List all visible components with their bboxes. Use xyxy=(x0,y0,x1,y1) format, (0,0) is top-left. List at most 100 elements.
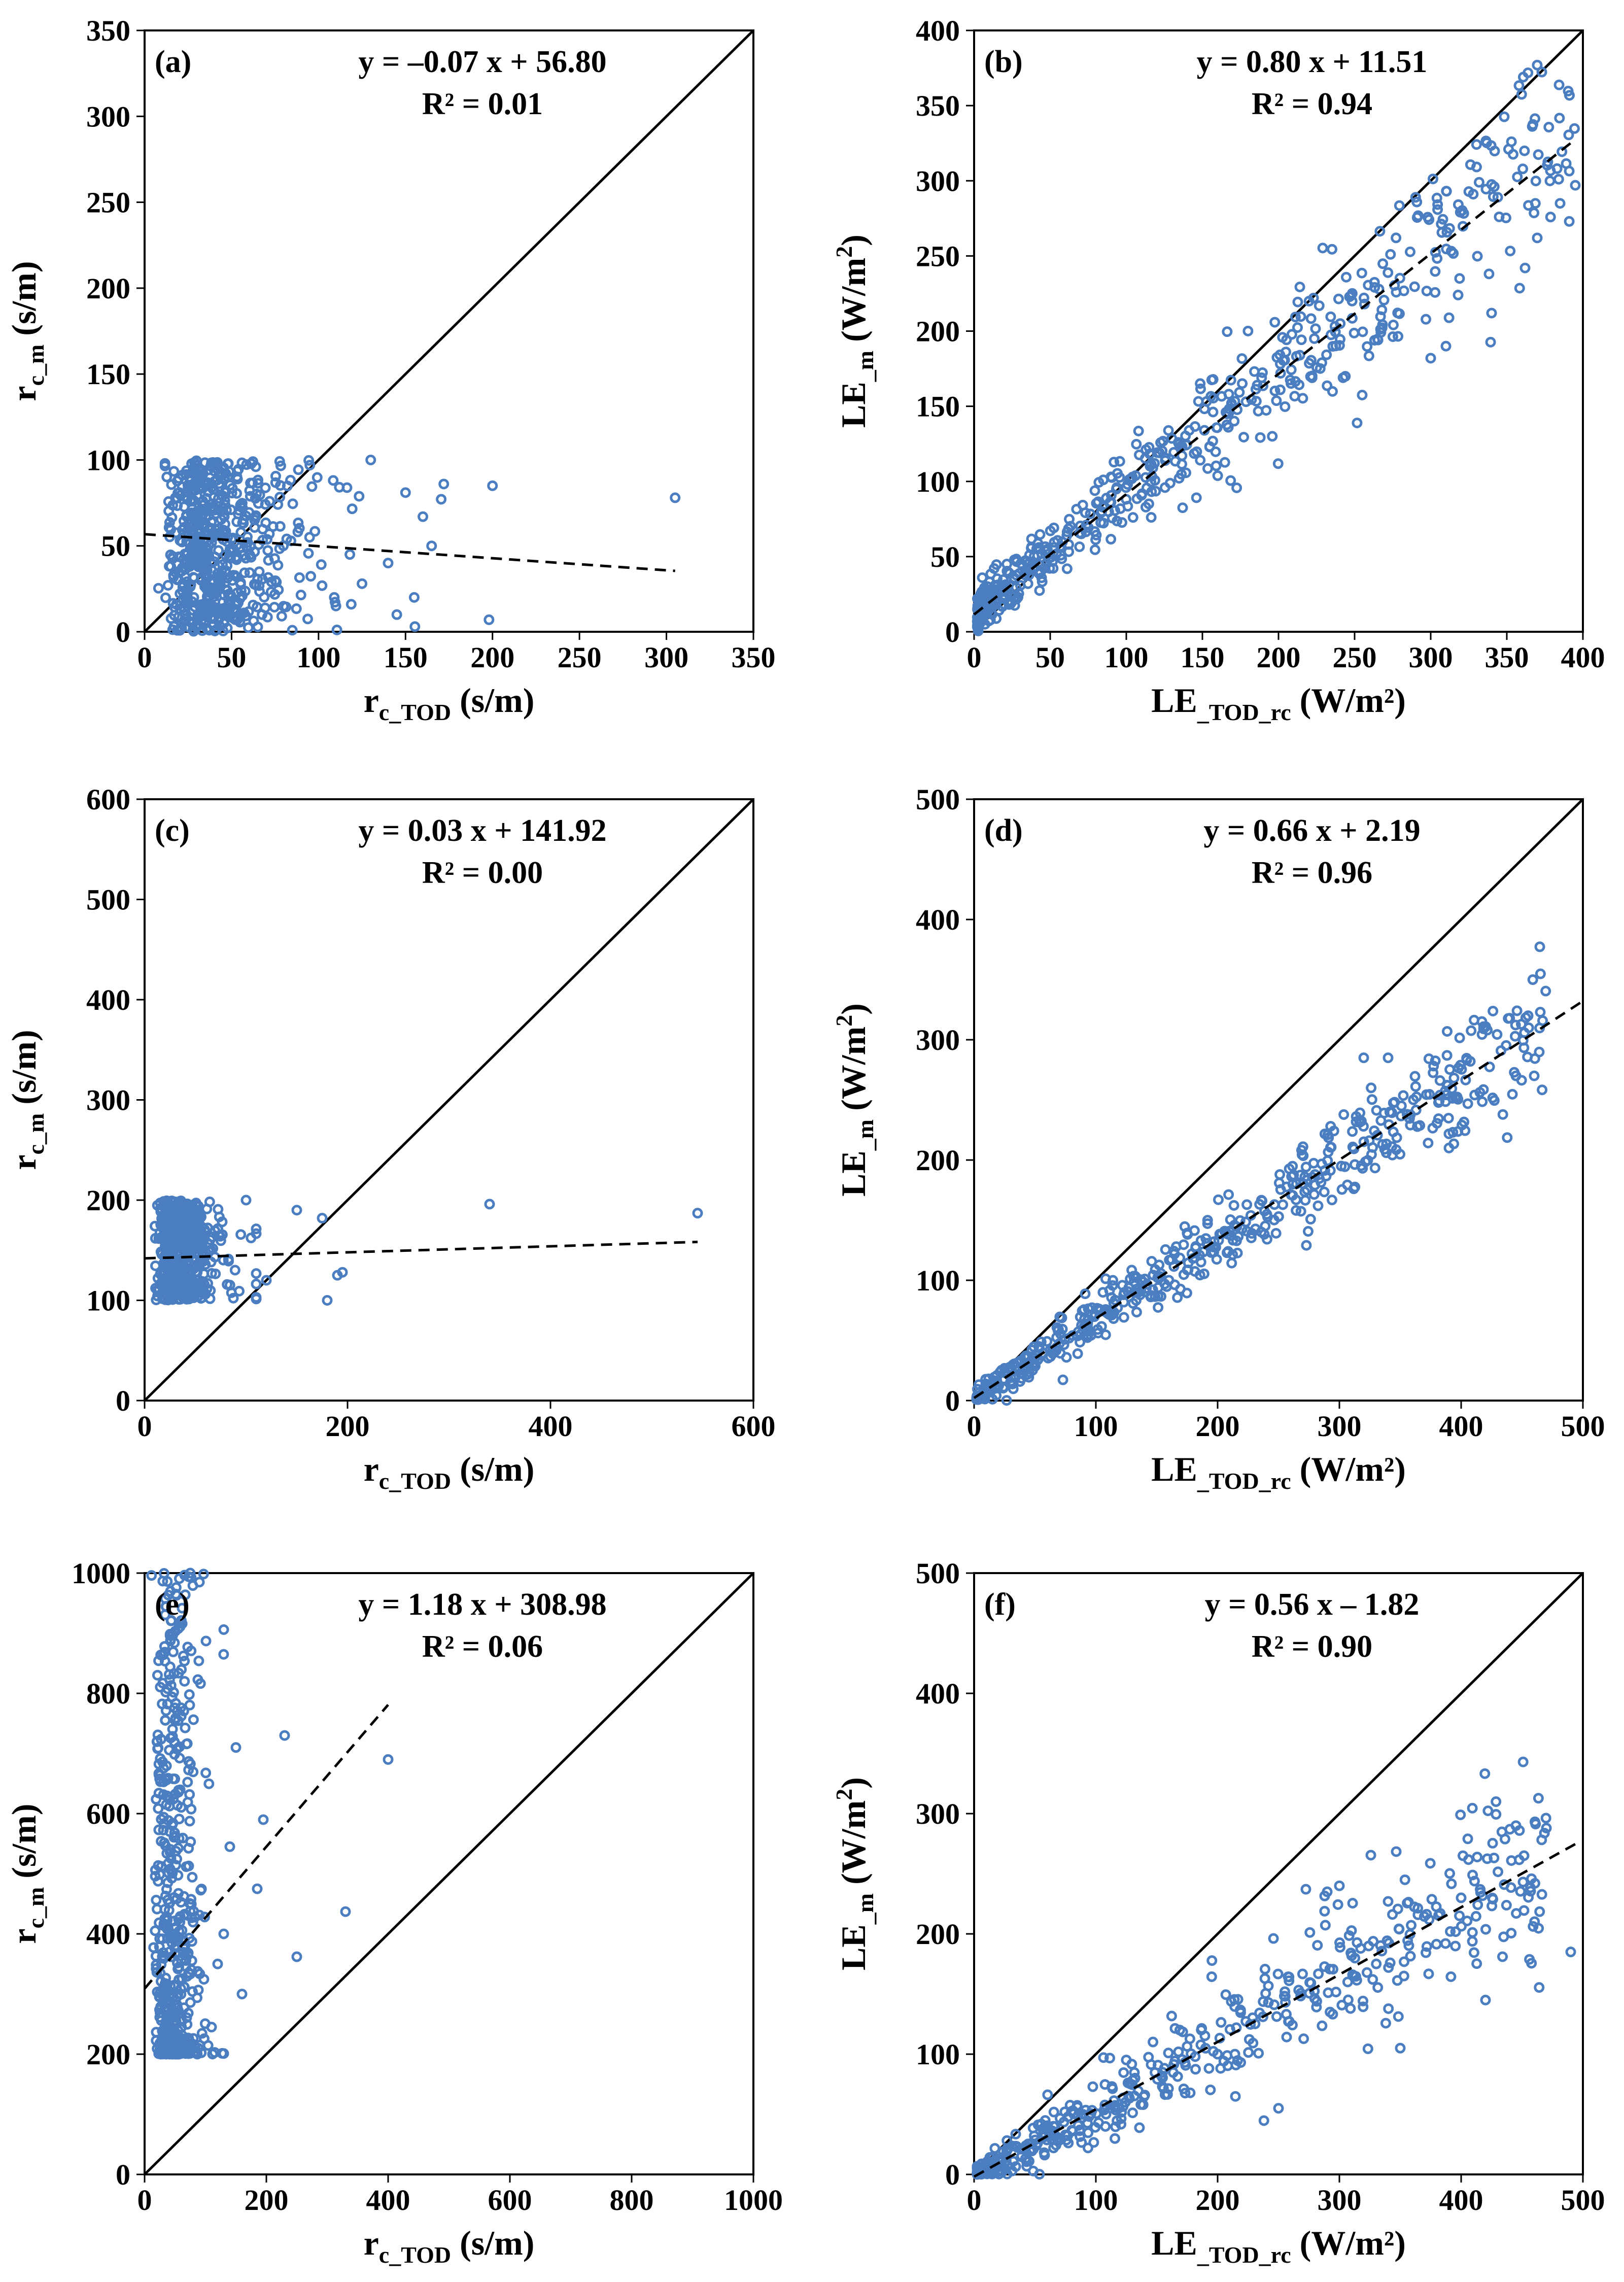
data-point xyxy=(175,1621,186,1632)
data-point xyxy=(184,561,195,572)
data-point xyxy=(1485,140,1497,151)
data-point xyxy=(197,1288,209,1299)
x-tick-label: 0 xyxy=(967,641,982,674)
data-point xyxy=(224,1841,235,1852)
data-point xyxy=(1213,1194,1224,1205)
data-point xyxy=(1432,199,1443,210)
data-point xyxy=(1104,1285,1115,1296)
data-point xyxy=(167,551,179,562)
data-point xyxy=(224,1280,235,1291)
data-point xyxy=(1478,1023,1489,1034)
data-point xyxy=(165,1634,176,1645)
data-point xyxy=(1155,437,1166,448)
data-point xyxy=(1367,1974,1378,1985)
data-point xyxy=(1467,1869,1478,1881)
data-point xyxy=(1412,1121,1423,1132)
data-point xyxy=(1330,340,1341,352)
data-point xyxy=(166,1933,178,1944)
data-point xyxy=(974,1386,985,1398)
data-point xyxy=(1394,273,1405,284)
x-tick-label: 600 xyxy=(732,1410,776,1443)
data-point xyxy=(177,1603,188,1614)
data-point xyxy=(1535,968,1546,979)
y-tick-label: 100 xyxy=(916,465,960,498)
data-point xyxy=(217,1216,228,1228)
data-point xyxy=(198,2033,210,2045)
data-point xyxy=(1075,2131,1086,2142)
data-point xyxy=(167,1646,179,1657)
data-point xyxy=(1317,2020,1328,2031)
y-tick-label: 250 xyxy=(916,240,960,273)
data-point xyxy=(1226,399,1237,411)
data-point xyxy=(167,2026,178,2037)
data-point xyxy=(1114,456,1125,467)
one-to-one-line xyxy=(144,1572,754,2175)
data-point xyxy=(212,1958,223,1969)
data-point xyxy=(1482,1806,1494,1817)
data-point xyxy=(211,607,222,618)
data-point xyxy=(186,1955,197,1966)
data-point xyxy=(1112,2115,1123,2126)
data-point xyxy=(1206,374,1217,386)
data-point xyxy=(1163,425,1174,436)
data-point xyxy=(165,1586,176,1597)
data-point xyxy=(1196,2024,1207,2035)
data-point xyxy=(1323,1132,1334,1143)
data-point xyxy=(1380,2018,1391,2029)
data-point xyxy=(161,1799,172,1810)
data-point xyxy=(1450,1940,1461,1952)
data-point xyxy=(1093,477,1104,488)
data-point xyxy=(1016,1373,1027,1384)
data-point xyxy=(164,1847,176,1858)
data-point xyxy=(1211,1254,1222,1265)
data-point xyxy=(1319,1186,1330,1198)
data-point xyxy=(1513,80,1525,91)
data-point xyxy=(1131,438,1142,450)
data-point xyxy=(1325,311,1336,322)
data-point xyxy=(1466,1025,1477,1036)
x-tick-label: 350 xyxy=(732,641,776,674)
data-point xyxy=(168,1210,180,1221)
regression-equation: y = 0.56 x – 1.82 xyxy=(1205,1587,1420,1622)
data-point xyxy=(1427,174,1438,185)
data-point xyxy=(1272,1968,1284,1980)
data-point xyxy=(1163,2048,1174,2059)
data-point xyxy=(1487,1900,1498,1912)
data-point xyxy=(1519,145,1530,156)
data-point xyxy=(1237,378,1248,389)
data-point xyxy=(1268,1933,1279,1944)
data-point xyxy=(1391,232,1402,244)
y-tick-label: 200 xyxy=(916,1144,960,1177)
data-point xyxy=(1378,294,1390,305)
data-point xyxy=(196,599,207,610)
data-point xyxy=(1178,1269,1189,1280)
data-point xyxy=(1008,1383,1019,1394)
scatter-series xyxy=(153,454,681,637)
data-point xyxy=(1453,289,1464,300)
data-point xyxy=(1383,2003,1394,2014)
data-point xyxy=(179,1230,190,1241)
data-point xyxy=(262,545,273,556)
x-tick-label: 500 xyxy=(1561,2184,1605,2217)
data-point xyxy=(1459,1116,1470,1128)
data-point xyxy=(224,466,235,477)
data-point xyxy=(262,611,273,623)
data-point xyxy=(1502,1132,1513,1143)
data-point xyxy=(1530,176,1541,187)
data-point xyxy=(1153,1282,1164,1293)
data-point xyxy=(1441,1026,1453,1037)
data-point xyxy=(1356,267,1367,279)
x-tick-label: 200 xyxy=(1196,2184,1240,2217)
data-point xyxy=(153,583,164,594)
data-point xyxy=(1497,1109,1508,1120)
data-point xyxy=(197,499,208,510)
data-point xyxy=(998,1381,1010,1392)
data-point xyxy=(1480,1994,1491,2005)
data-point xyxy=(1072,2101,1083,2113)
data-point xyxy=(209,531,220,542)
data-point xyxy=(1325,2006,1336,2018)
data-point xyxy=(1350,1181,1361,1193)
x-tick-label: 400 xyxy=(529,1410,573,1443)
data-point xyxy=(1529,1916,1540,1927)
y-tick-label: 400 xyxy=(916,1677,960,1710)
